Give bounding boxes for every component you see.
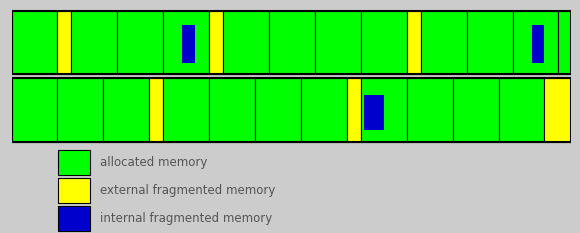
Bar — [513, 11, 559, 74]
Bar — [407, 78, 452, 142]
Bar — [58, 150, 90, 175]
Bar — [545, 78, 571, 142]
Bar — [467, 11, 513, 74]
Bar — [103, 78, 149, 142]
Bar — [269, 11, 315, 74]
Bar — [559, 11, 571, 74]
Bar — [164, 78, 209, 142]
Bar — [209, 78, 255, 142]
Bar — [532, 25, 545, 63]
Bar — [12, 78, 57, 142]
Bar — [12, 11, 571, 74]
Bar — [499, 78, 545, 142]
Bar — [149, 78, 164, 142]
Bar — [117, 11, 164, 74]
Bar — [420, 11, 467, 74]
Bar — [361, 11, 407, 74]
Bar — [12, 11, 57, 74]
Text: external fragmented memory: external fragmented memory — [100, 184, 276, 197]
Bar — [57, 78, 103, 142]
Text: allocated memory: allocated memory — [100, 156, 208, 169]
Bar — [182, 25, 195, 63]
Bar — [58, 206, 90, 231]
Bar — [209, 11, 223, 74]
Bar — [361, 78, 407, 142]
Bar — [71, 11, 117, 74]
Bar — [452, 78, 499, 142]
Bar — [301, 78, 347, 142]
Bar — [12, 78, 571, 142]
Bar — [347, 78, 361, 142]
Text: internal fragmented memory: internal fragmented memory — [100, 212, 273, 225]
Bar — [255, 78, 301, 142]
Bar — [58, 178, 90, 203]
Bar — [57, 11, 71, 74]
Bar — [223, 11, 269, 74]
Bar — [164, 11, 209, 74]
Bar — [364, 95, 384, 130]
Bar — [315, 11, 361, 74]
Bar — [407, 11, 420, 74]
